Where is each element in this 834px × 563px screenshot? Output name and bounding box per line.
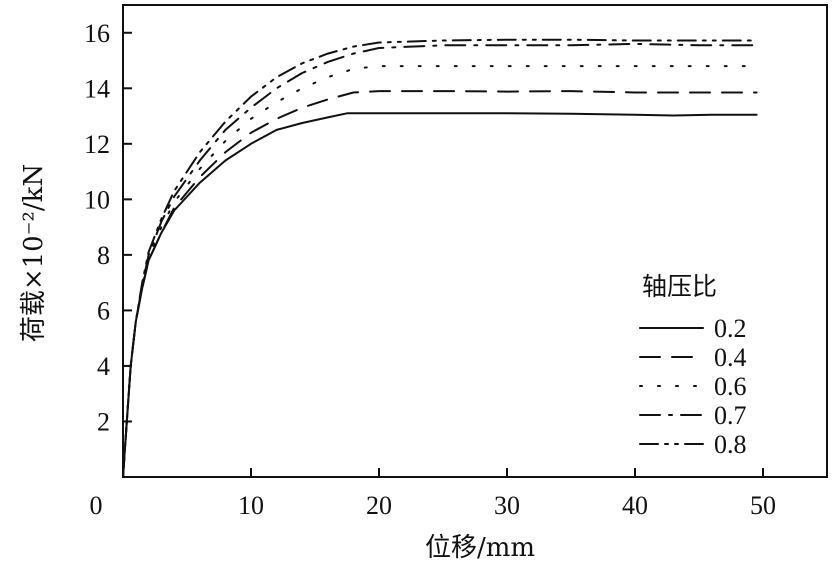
legend-label-0.6: 0.6 — [714, 372, 747, 401]
y-axis-title: 荷载×10⁻²/kN — [19, 164, 49, 342]
y-tick-label: 4 — [97, 352, 110, 381]
x-tick-label: 10 — [238, 491, 264, 520]
series-line-0.7 — [122, 42, 758, 478]
legend-label-0.8: 0.8 — [714, 430, 747, 459]
y-tick-label: 16 — [84, 19, 110, 48]
x-tick-label: 40 — [622, 491, 648, 520]
series-layer — [122, 38, 758, 478]
plot-area — [122, 4, 828, 478]
y-tick-label: 12 — [84, 130, 110, 159]
x-axis-title: 位移/mm — [425, 533, 535, 563]
y-tick-label: 8 — [97, 241, 110, 270]
ticks-layer: 0 10 20 30 40 50 2 4 6 8 10 12 14 16 — [84, 19, 776, 520]
series-line-0.8 — [122, 38, 758, 478]
y-tick-label: 2 — [97, 407, 110, 436]
legend-label-0.4: 0.4 — [714, 343, 747, 372]
x-tick-label: 0 — [90, 491, 103, 520]
x-tick-label: 20 — [366, 491, 392, 520]
x-tick-label: 50 — [750, 491, 776, 520]
y-tick-label: 14 — [84, 74, 110, 103]
legend-items: 0.20.40.60.70.8 — [639, 314, 747, 459]
y-tick-label: 10 — [84, 185, 110, 214]
legend: 轴压比 0.20.40.60.70.8 — [639, 272, 747, 459]
legend-label-0.7: 0.7 — [714, 401, 747, 430]
y-tick-label: 6 — [97, 296, 110, 325]
legend-label-0.2: 0.2 — [714, 314, 747, 343]
plot-frame — [122, 4, 828, 478]
x-tick-label: 30 — [494, 491, 520, 520]
legend-title: 轴压比 — [642, 272, 717, 301]
